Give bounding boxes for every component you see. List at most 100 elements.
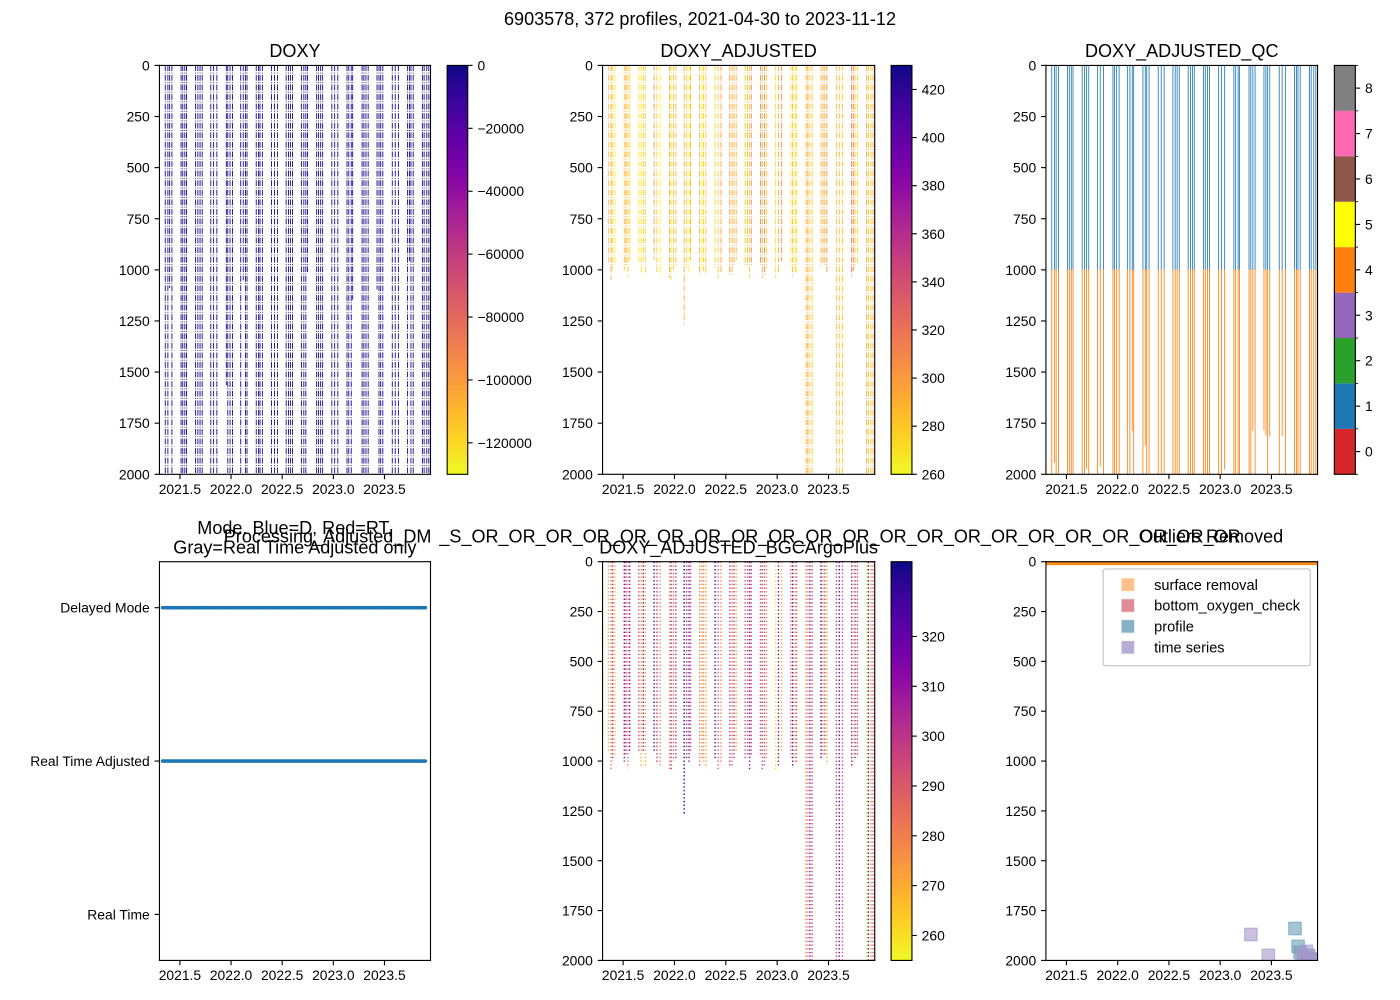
svg-text:320: 320	[922, 628, 945, 644]
svg-text:260: 260	[922, 928, 945, 944]
svg-text:2021.5: 2021.5	[159, 967, 202, 983]
svg-text:Processing_Adjusted_DM: Processing_Adjusted_DM	[224, 526, 432, 547]
svg-text:2022.5: 2022.5	[705, 481, 748, 497]
svg-text:250: 250	[1013, 604, 1036, 620]
svg-text:2: 2	[1365, 353, 1373, 369]
svg-text:bottom_oxygen_check: bottom_oxygen_check	[1154, 599, 1301, 615]
svg-text:500: 500	[570, 653, 593, 669]
svg-text:DOXY_ADJUSTED: DOXY_ADJUSTED	[660, 41, 816, 62]
svg-text:0: 0	[477, 57, 485, 73]
svg-text:2021.5: 2021.5	[159, 481, 202, 497]
svg-text:2022.5: 2022.5	[1148, 967, 1191, 983]
svg-text:2021.5: 2021.5	[1045, 481, 1088, 497]
svg-text:1000: 1000	[1005, 753, 1036, 769]
svg-text:0: 0	[1028, 57, 1036, 73]
svg-text:1750: 1750	[562, 903, 593, 919]
svg-text:360: 360	[922, 226, 945, 242]
svg-text:500: 500	[1013, 653, 1036, 669]
svg-text:1500: 1500	[562, 364, 593, 380]
svg-text:time series: time series	[1154, 640, 1224, 656]
svg-text:6: 6	[1365, 171, 1373, 187]
svg-text:2023.0: 2023.0	[756, 967, 799, 983]
svg-text:420: 420	[922, 81, 945, 97]
svg-text:2023.0: 2023.0	[1199, 481, 1242, 497]
svg-text:1250: 1250	[562, 313, 593, 329]
svg-text:1250: 1250	[1005, 313, 1036, 329]
svg-text:500: 500	[1013, 160, 1036, 176]
svg-text:8: 8	[1365, 80, 1373, 96]
svg-text:750: 750	[1013, 703, 1036, 719]
svg-text:1250: 1250	[562, 803, 593, 819]
svg-text:2022.5: 2022.5	[261, 481, 304, 497]
svg-text:310: 310	[922, 678, 945, 694]
svg-text:profile: profile	[1154, 620, 1194, 636]
svg-text:750: 750	[570, 211, 593, 227]
svg-text:750: 750	[1013, 211, 1036, 227]
svg-text:280: 280	[922, 828, 945, 844]
svg-text:Real Time Adjusted: Real Time Adjusted	[30, 753, 150, 769]
svg-text:2022.5: 2022.5	[261, 967, 304, 983]
svg-text:0: 0	[585, 554, 593, 570]
svg-text:1500: 1500	[1005, 364, 1036, 380]
svg-text:2022.0: 2022.0	[1096, 481, 1139, 497]
svg-text:_S_OR_OR_OR_OR_OR_OR_OR_OR_OR_: _S_OR_OR_OR_OR_OR_OR_OR_OR_OR_OR_OR_OR_O…	[438, 526, 1240, 547]
svg-text:500: 500	[127, 160, 150, 176]
svg-text:2023.5: 2023.5	[1250, 481, 1293, 497]
svg-text:−80000: −80000	[477, 309, 524, 325]
svg-text:2000: 2000	[562, 952, 593, 968]
svg-text:2000: 2000	[1005, 952, 1036, 968]
svg-text:2023.5: 2023.5	[807, 481, 850, 497]
svg-text:DOXY_ADJUSTED_QC: DOXY_ADJUSTED_QC	[1085, 41, 1279, 62]
svg-text:1750: 1750	[119, 415, 150, 431]
svg-text:2023.0: 2023.0	[312, 967, 355, 983]
svg-text:3: 3	[1365, 307, 1373, 323]
svg-text:2023.0: 2023.0	[312, 481, 355, 497]
svg-text:250: 250	[127, 109, 150, 125]
svg-text:2023.5: 2023.5	[363, 481, 406, 497]
svg-text:1250: 1250	[119, 313, 150, 329]
svg-text:Delayed Mode: Delayed Mode	[60, 600, 150, 616]
svg-text:2022.5: 2022.5	[1148, 481, 1191, 497]
svg-text:4: 4	[1365, 262, 1373, 278]
svg-text:2000: 2000	[562, 466, 593, 482]
svg-text:2022.5: 2022.5	[705, 967, 748, 983]
svg-text:380: 380	[922, 178, 945, 194]
svg-text:340: 340	[922, 274, 945, 290]
svg-text:1750: 1750	[1005, 903, 1036, 919]
svg-text:2023.0: 2023.0	[756, 481, 799, 497]
svg-text:1750: 1750	[1005, 415, 1036, 431]
svg-text:2023.5: 2023.5	[1250, 967, 1293, 983]
svg-text:2000: 2000	[1005, 466, 1036, 482]
svg-text:2021.5: 2021.5	[602, 967, 645, 983]
svg-text:1000: 1000	[1005, 262, 1036, 278]
svg-text:400: 400	[922, 130, 945, 146]
svg-text:−20000: −20000	[477, 120, 524, 136]
svg-text:320: 320	[922, 322, 945, 338]
svg-text:−100000: −100000	[477, 372, 532, 388]
svg-text:1500: 1500	[1005, 853, 1036, 869]
svg-text:0: 0	[1365, 444, 1373, 460]
svg-text:2022.0: 2022.0	[653, 967, 696, 983]
svg-text:2022.0: 2022.0	[653, 481, 696, 497]
svg-text:1500: 1500	[562, 853, 593, 869]
svg-text:500: 500	[570, 160, 593, 176]
svg-text:290: 290	[922, 778, 945, 794]
svg-text:1000: 1000	[119, 262, 150, 278]
svg-text:−120000: −120000	[477, 435, 532, 451]
svg-text:2023.5: 2023.5	[807, 967, 850, 983]
svg-text:2021.5: 2021.5	[602, 481, 645, 497]
svg-text:1000: 1000	[562, 262, 593, 278]
svg-text:surface removal: surface removal	[1154, 578, 1258, 594]
svg-text:Real Time: Real Time	[87, 906, 150, 922]
svg-text:300: 300	[922, 728, 945, 744]
svg-text:0: 0	[1028, 554, 1036, 570]
svg-text:1: 1	[1365, 398, 1373, 414]
svg-text:1250: 1250	[1005, 803, 1036, 819]
svg-text:1000: 1000	[562, 753, 593, 769]
svg-text:DOXY: DOXY	[269, 41, 320, 61]
svg-text:2021.5: 2021.5	[1045, 967, 1088, 983]
svg-text:750: 750	[570, 703, 593, 719]
svg-text:−40000: −40000	[477, 183, 524, 199]
svg-text:2022.0: 2022.0	[210, 967, 253, 983]
svg-text:2022.0: 2022.0	[1096, 967, 1139, 983]
